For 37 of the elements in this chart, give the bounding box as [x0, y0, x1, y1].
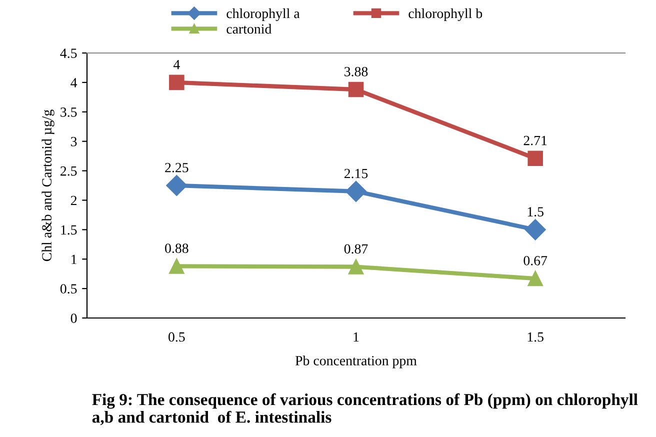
y-tick-label: 3: [70, 136, 77, 146]
x-axis-title: Pb concentration ppm: [295, 356, 417, 368]
point: [348, 82, 364, 98]
x-tick-label: 1.5: [528, 332, 544, 342]
legend-label: chlorophyll b: [408, 8, 482, 22]
data-label: 2.71: [524, 136, 547, 146]
legend-label: chlorophyll a: [226, 8, 300, 22]
x-tick-label: 1: [354, 332, 359, 342]
legend-label: cartonid: [226, 24, 272, 34]
y-tick-label: 1.5: [61, 225, 77, 235]
y-tick-label: 1: [72, 254, 76, 264]
y-tick-label: 2: [70, 196, 77, 206]
data-label: 0.88: [165, 244, 188, 254]
point: [166, 174, 188, 196]
point: [345, 180, 367, 202]
data-label: 4: [173, 60, 180, 70]
point: [169, 258, 184, 274]
data-label: 0.87: [344, 244, 368, 254]
y-tick-label: 0: [70, 314, 77, 323]
y-tick-label: 2.5: [60, 166, 77, 176]
data-label: 3.88: [344, 66, 368, 76]
y-tick-label: 3.5: [60, 108, 77, 117]
point: [169, 74, 184, 90]
data-label: 2.25: [165, 162, 188, 172]
point: [524, 219, 546, 240]
point: [528, 270, 543, 286]
point: [348, 259, 364, 274]
y-tick-label: 4: [70, 78, 78, 88]
data-label: 2.15: [344, 168, 368, 178]
y-axis-title: Chl a&b and Cartonid µg/g: [42, 110, 54, 262]
y-tick-label: 4.5: [60, 48, 77, 58]
data-label: 0.67: [524, 256, 548, 266]
data-label: 1.5: [528, 207, 544, 217]
caption: Fig 9: The consequence of various concentrations of Pb (ppm) on chlorophyll a,b and cartonid of E. intestinalis: [92, 393, 638, 426]
y-tick-label: 0.5: [60, 284, 77, 294]
x-tick-label: 0.5: [168, 332, 185, 342]
point: [528, 150, 543, 166]
